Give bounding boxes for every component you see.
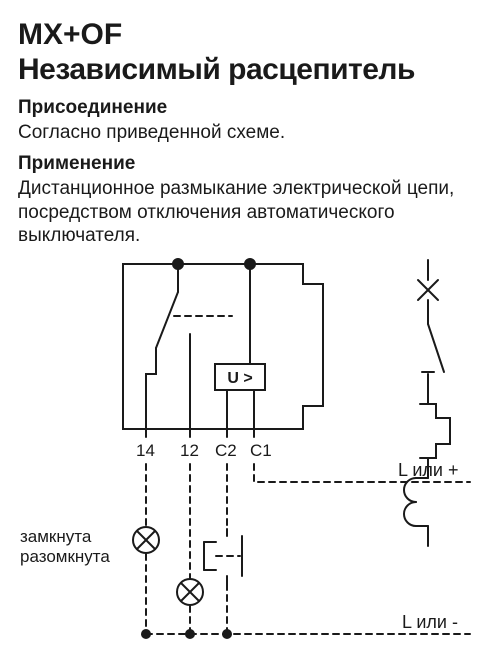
label-14: 14 (136, 441, 155, 460)
wiring-diagram: U > 14 12 C2 C1 (18, 254, 482, 654)
section-heading-connection: Присоединение (18, 97, 482, 119)
node-lminus-3 (223, 630, 231, 638)
section-heading-application: Применение (18, 153, 482, 175)
label-L-plus: L или + (398, 460, 458, 480)
title-line-2: Независимый расцепитель (18, 53, 415, 86)
label-open: разомкнута (20, 547, 110, 566)
label-L-minus: L или - (402, 612, 458, 632)
right-breaker-chain (404, 260, 450, 546)
external-dashed (146, 464, 470, 634)
trip-coil-label: U > (227, 370, 252, 387)
node-lminus-2 (186, 630, 194, 638)
title-line-1: MX+OF (18, 18, 122, 51)
label-closed: замкнута (20, 527, 92, 546)
aux-moving-contact (156, 292, 178, 348)
aux-nc-path (146, 348, 156, 429)
device-outline (123, 264, 323, 429)
label-12: 12 (180, 441, 199, 460)
product-title: MX+OF Независимый расцепитель (18, 18, 482, 87)
label-C1: C1 (250, 441, 272, 460)
terminal-ticks (146, 429, 254, 437)
section-text-connection: Согласно приведенной схеме. (18, 121, 482, 145)
label-C2: C2 (215, 441, 237, 460)
pushbutton (204, 529, 242, 584)
lamp-closed (133, 527, 159, 553)
datasheet-page: MX+OF Независимый расцепитель Присоедине… (0, 0, 500, 665)
node-lminus-1 (142, 630, 150, 638)
lamp-open (177, 579, 203, 605)
diagram-group: U > 14 12 C2 C1 (20, 259, 470, 638)
section-text-application: Дистанционное размыкание электрической ц… (18, 177, 482, 248)
terminal-labels: 14 12 C2 C1 (136, 441, 272, 460)
